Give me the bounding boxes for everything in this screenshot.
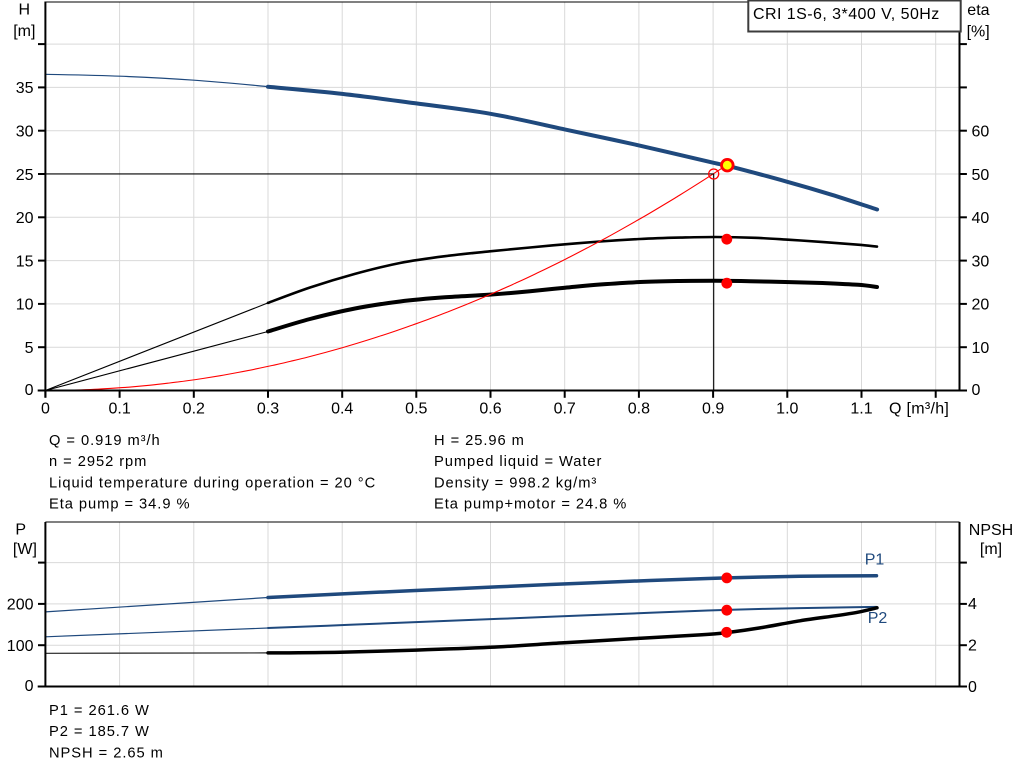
svg-text:CRI 1S-6, 3*400 V, 50Hz: CRI 1S-6, 3*400 V, 50Hz: [753, 6, 940, 23]
svg-text:H = 25.96 m: H = 25.96 m: [434, 433, 525, 449]
svg-text:NPSH = 2.65 m: NPSH = 2.65 m: [49, 745, 164, 761]
svg-text:P2 = 185.7 W: P2 = 185.7 W: [49, 724, 150, 740]
svg-text:[%]: [%]: [967, 23, 990, 40]
svg-text:40: 40: [972, 210, 990, 227]
svg-text:[m]: [m]: [13, 23, 35, 40]
svg-text:15: 15: [16, 253, 34, 270]
svg-text:[W]: [W]: [13, 541, 37, 558]
svg-text:NPSH: NPSH: [969, 522, 1013, 539]
svg-text:0.7: 0.7: [554, 400, 576, 417]
svg-text:60: 60: [972, 124, 990, 141]
svg-text:0.6: 0.6: [479, 400, 501, 417]
svg-text:35: 35: [16, 80, 34, 97]
svg-text:H: H: [19, 2, 31, 19]
svg-text:0.3: 0.3: [257, 400, 279, 417]
svg-text:1.1: 1.1: [850, 400, 872, 417]
svg-text:0.5: 0.5: [405, 400, 427, 417]
svg-text:0.9: 0.9: [702, 400, 724, 417]
svg-text:1.0: 1.0: [776, 400, 798, 417]
svg-text:100: 100: [7, 638, 34, 655]
svg-text:Density = 998.2 kg/m³: Density = 998.2 kg/m³: [434, 475, 597, 491]
svg-text:4: 4: [968, 596, 977, 613]
svg-text:0.2: 0.2: [183, 400, 205, 417]
svg-text:10: 10: [972, 340, 990, 357]
svg-text:0.1: 0.1: [108, 400, 130, 417]
svg-text:0: 0: [25, 678, 34, 695]
svg-text:n = 2952 rpm: n = 2952 rpm: [49, 454, 147, 470]
svg-text:0: 0: [41, 400, 50, 417]
svg-text:0: 0: [25, 382, 34, 399]
svg-text:0: 0: [972, 382, 981, 399]
svg-text:0.8: 0.8: [628, 400, 650, 417]
svg-text:10: 10: [16, 297, 34, 314]
svg-text:P2: P2: [868, 610, 888, 627]
svg-text:5: 5: [25, 340, 34, 357]
svg-text:Pumped liquid = Water: Pumped liquid = Water: [434, 454, 602, 470]
svg-text:20: 20: [972, 297, 990, 314]
svg-text:30: 30: [16, 124, 34, 141]
svg-text:Q [m³/h]: Q [m³/h]: [889, 400, 949, 417]
svg-text:50: 50: [972, 167, 990, 184]
svg-text:Eta pump+motor = 24.8 %: Eta pump+motor = 24.8 %: [434, 497, 627, 513]
svg-text:P1: P1: [865, 551, 885, 568]
svg-text:Q = 0.919 m³/h: Q = 0.919 m³/h: [49, 433, 161, 449]
svg-text:0.4: 0.4: [331, 400, 353, 417]
svg-text:Liquid temperature during oper: Liquid temperature during operation = 20…: [49, 475, 376, 491]
svg-text:30: 30: [972, 253, 990, 270]
svg-text:[m]: [m]: [980, 541, 1002, 558]
svg-text:0: 0: [968, 679, 977, 696]
svg-text:2: 2: [968, 638, 977, 655]
svg-text:eta: eta: [967, 2, 989, 19]
svg-text:Eta pump = 34.9 %: Eta pump = 34.9 %: [49, 497, 190, 513]
svg-text:25: 25: [16, 167, 34, 184]
svg-text:20: 20: [16, 210, 34, 227]
svg-text:P1 = 261.6 W: P1 = 261.6 W: [49, 703, 150, 719]
svg-text:P: P: [15, 522, 26, 539]
svg-text:200: 200: [7, 597, 34, 614]
